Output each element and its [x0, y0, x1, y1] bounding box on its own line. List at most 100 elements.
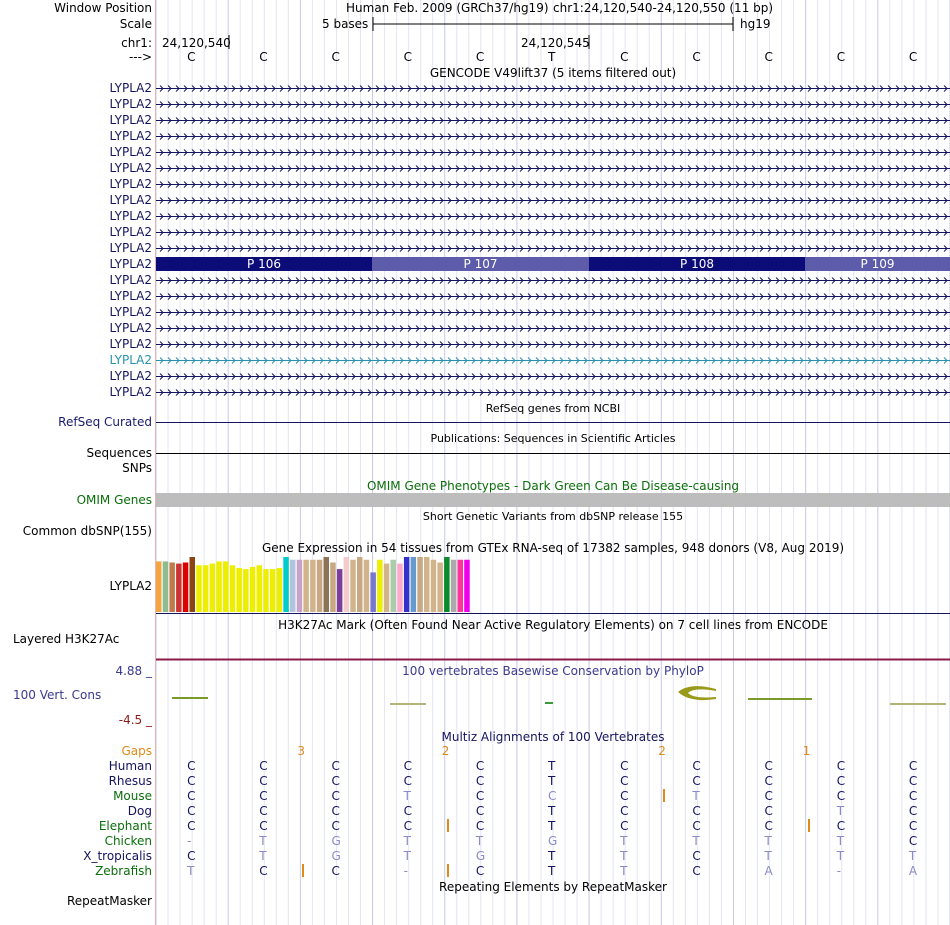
species-label[interactable]: Chicken — [104, 834, 152, 848]
gencode-transcript-label[interactable]: LYPLA2 — [109, 113, 152, 127]
h3k27ac-track-label[interactable]: Layered H3K27Ac — [13, 632, 120, 646]
gtex-tissue-bar[interactable] — [249, 566, 256, 612]
dbsnp-track-title[interactable]: Short Genetic Variants from dbSNP releas… — [422, 510, 684, 523]
gencode-transcript-label[interactable]: LYPLA2 — [109, 241, 152, 255]
gtex-tissue-bar[interactable] — [156, 561, 162, 612]
gtex-tissue-bar[interactable] — [229, 565, 236, 612]
gtex-tissue-bar[interactable] — [256, 565, 263, 612]
refseq-track-title[interactable]: RefSeq genes from NCBI — [485, 402, 621, 415]
gtex-tissue-bar[interactable] — [182, 562, 189, 613]
gtex-tissue-bar[interactable] — [444, 557, 450, 612]
gtex-tissue-bar[interactable] — [176, 563, 182, 612]
gencode-transcript-label[interactable]: LYPLA2 — [109, 257, 152, 271]
exon-segment[interactable] — [156, 257, 372, 271]
exon-segment[interactable] — [805, 257, 950, 271]
gencode-transcript[interactable] — [156, 193, 950, 207]
gencode-transcript[interactable] — [156, 385, 950, 399]
gencode-transcript[interactable] — [156, 113, 950, 127]
gtex-tissue-bar[interactable] — [350, 559, 356, 612]
gtex-tissue-bar[interactable] — [430, 559, 437, 612]
gtex-tissue-bar[interactable] — [397, 563, 403, 612]
gtex-tissue-bar[interactable] — [243, 569, 249, 612]
gencode-transcript-label[interactable]: LYPLA2 — [109, 385, 152, 399]
gencode-transcript-label[interactable]: LYPLA2 — [109, 225, 152, 239]
species-label[interactable]: Dog — [127, 804, 152, 818]
dbsnp-track-label[interactable]: Common dbSNP(155) — [22, 524, 152, 538]
gtex-tissue-bar[interactable] — [464, 559, 470, 612]
gtex-track-label[interactable]: LYPLA2 — [109, 579, 152, 593]
gtex-tissue-bar[interactable] — [437, 562, 443, 613]
species-label[interactable]: Rhesus — [108, 774, 152, 788]
gtex-tissue-bar[interactable] — [343, 557, 350, 612]
gtex-tissue-bar[interactable] — [162, 561, 169, 612]
gencode-transcript[interactable] — [156, 97, 950, 111]
gencode-transcript[interactable] — [156, 209, 950, 223]
species-label[interactable]: Mouse — [113, 789, 152, 803]
gtex-tissue-bar[interactable] — [269, 569, 276, 612]
gtex-tissue-bar[interactable] — [236, 568, 242, 612]
species-label[interactable]: X_tropicalis — [83, 849, 152, 863]
omim-track-title[interactable]: OMIM Gene Phenotypes - Dark Green Can Be… — [366, 479, 740, 493]
gtex-tissue-bar[interactable] — [417, 557, 423, 612]
gencode-transcript-label[interactable]: LYPLA2 — [109, 145, 152, 159]
omim-feature-bar[interactable] — [156, 493, 950, 507]
gtex-tissue-bar[interactable] — [370, 572, 376, 612]
gencode-transcript[interactable] — [156, 129, 950, 143]
gtex-tissue-bar[interactable] — [276, 568, 283, 612]
omim-track-label[interactable]: OMIM Genes — [76, 493, 152, 507]
gtex-tissue-bar[interactable] — [336, 569, 343, 612]
exon-segment[interactable] — [372, 257, 589, 271]
gtex-tissue-bar[interactable] — [383, 563, 390, 612]
gencode-transcript-label[interactable]: LYPLA2 — [109, 321, 152, 335]
gencode-transcript-label[interactable]: LYPLA2 — [109, 129, 152, 143]
gtex-tissue-bar[interactable] — [263, 569, 269, 612]
gtex-tissue-bar[interactable] — [323, 557, 330, 612]
gencode-transcript-label[interactable]: LYPLA2 — [109, 177, 152, 191]
gtex-tissue-bar[interactable] — [196, 565, 202, 612]
gencode-transcript[interactable] — [156, 353, 950, 367]
exon-segment[interactable] — [589, 257, 805, 271]
gtex-tissue-bar[interactable] — [189, 557, 196, 612]
gtex-tissue-bar[interactable] — [223, 561, 229, 612]
gtex-tissue-bar[interactable] — [310, 559, 316, 612]
species-label[interactable]: Human — [108, 759, 152, 773]
gtex-tissue-bar[interactable] — [296, 559, 303, 612]
gtex-tissue-bar[interactable] — [290, 559, 296, 612]
gtex-tissue-bar[interactable] — [209, 563, 216, 612]
gencode-transcript[interactable] — [156, 337, 950, 351]
gencode-transcript-label[interactable]: LYPLA2 — [109, 369, 152, 383]
gtex-tissue-bar[interactable] — [410, 557, 417, 612]
gtex-tissue-bar[interactable] — [330, 562, 336, 613]
gtex-tissue-bar[interactable] — [457, 559, 464, 612]
gtex-tissue-bar[interactable] — [424, 557, 430, 612]
gtex-tissue-bar[interactable] — [450, 559, 457, 612]
gtex-tissue-bar[interactable] — [357, 557, 363, 612]
gencode-transcript-label[interactable]: LYPLA2 — [109, 273, 152, 287]
gtex-tissue-bar[interactable] — [216, 561, 222, 612]
refseq-track-label[interactable]: RefSeq Curated — [58, 415, 152, 429]
gencode-transcript-label[interactable]: LYPLA2 — [109, 161, 152, 175]
publications-track-label[interactable]: Sequences — [86, 446, 152, 460]
gtex-tissue-bar[interactable] — [316, 559, 323, 612]
gtex-expression-chart[interactable] — [156, 556, 556, 612]
conservation-track-title[interactable]: 100 vertebrates Basewise Conservation by… — [402, 664, 704, 678]
gencode-transcript-label[interactable]: LYPLA2 — [109, 305, 152, 319]
gtex-tissue-bar[interactable] — [390, 559, 397, 612]
species-label[interactable]: Elephant — [98, 819, 152, 833]
gencode-transcript[interactable]: P 106 P 107 P 108 P 109 — [156, 257, 950, 271]
gtex-tissue-bar[interactable] — [169, 562, 175, 613]
gencode-transcript[interactable] — [156, 177, 950, 191]
species-label[interactable]: Zebrafish — [95, 864, 152, 878]
gencode-transcript[interactable] — [156, 81, 950, 95]
gencode-transcript[interactable] — [156, 321, 950, 335]
snps-track-label[interactable]: SNPs — [122, 461, 152, 475]
gencode-transcript[interactable] — [156, 369, 950, 383]
gencode-transcript-label[interactable]: LYPLA2 — [109, 81, 152, 95]
gtex-tissue-bar[interactable] — [202, 565, 209, 612]
gencode-transcript[interactable] — [156, 305, 950, 319]
publications-track-title[interactable]: Publications: Sequences in Scientific Ar… — [430, 432, 676, 445]
gtex-track-title[interactable]: Gene Expression in 54 tissues from GTEx … — [261, 541, 845, 555]
multiz-track-title[interactable]: Multiz Alignments of 100 Vertebrates — [441, 730, 665, 744]
gencode-transcript[interactable] — [156, 145, 950, 159]
gencode-transcript-label[interactable]: LYPLA2 — [109, 353, 152, 367]
